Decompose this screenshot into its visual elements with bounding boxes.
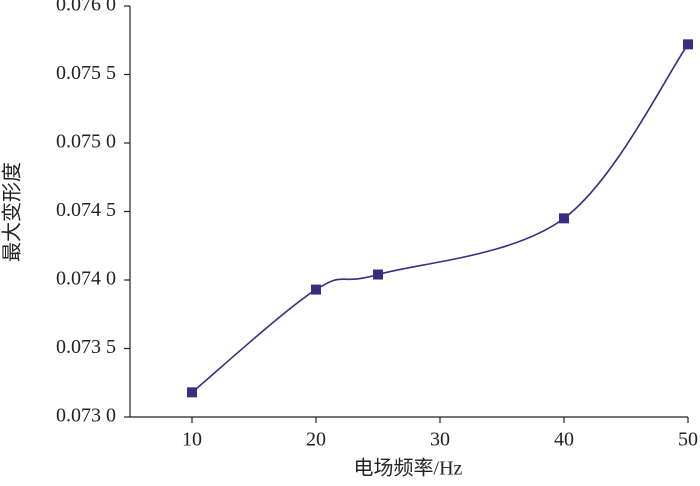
x-tick-label: 30: [430, 429, 450, 451]
series-line: [191, 43, 689, 393]
y-tick-label: 0.074 5: [56, 199, 116, 221]
x-tick-label: 50: [678, 429, 698, 451]
y-tick-label: 0.073 5: [56, 336, 116, 358]
y-axis-title: 最大变形度: [1, 162, 24, 262]
point-marker: [373, 269, 383, 280]
point-marker: [683, 39, 693, 50]
x-axis-title: 电场频率/Hz: [354, 457, 463, 480]
y-tick-label: 0.075 5: [56, 62, 116, 84]
x-tick-label: 20: [306, 429, 326, 451]
x-tick-label: 40: [554, 429, 574, 451]
y-tick-label: 0.075 0: [56, 131, 116, 153]
point-marker: [559, 213, 569, 224]
x-tick-label: 10: [182, 429, 202, 451]
point-marker: [311, 284, 321, 295]
y-tick-label: 0.074 0: [56, 268, 116, 290]
y-tick-label: 0.076 0: [56, 0, 116, 16]
y-tick-label: 0.073 0: [56, 405, 116, 427]
point-marker: [187, 387, 197, 398]
